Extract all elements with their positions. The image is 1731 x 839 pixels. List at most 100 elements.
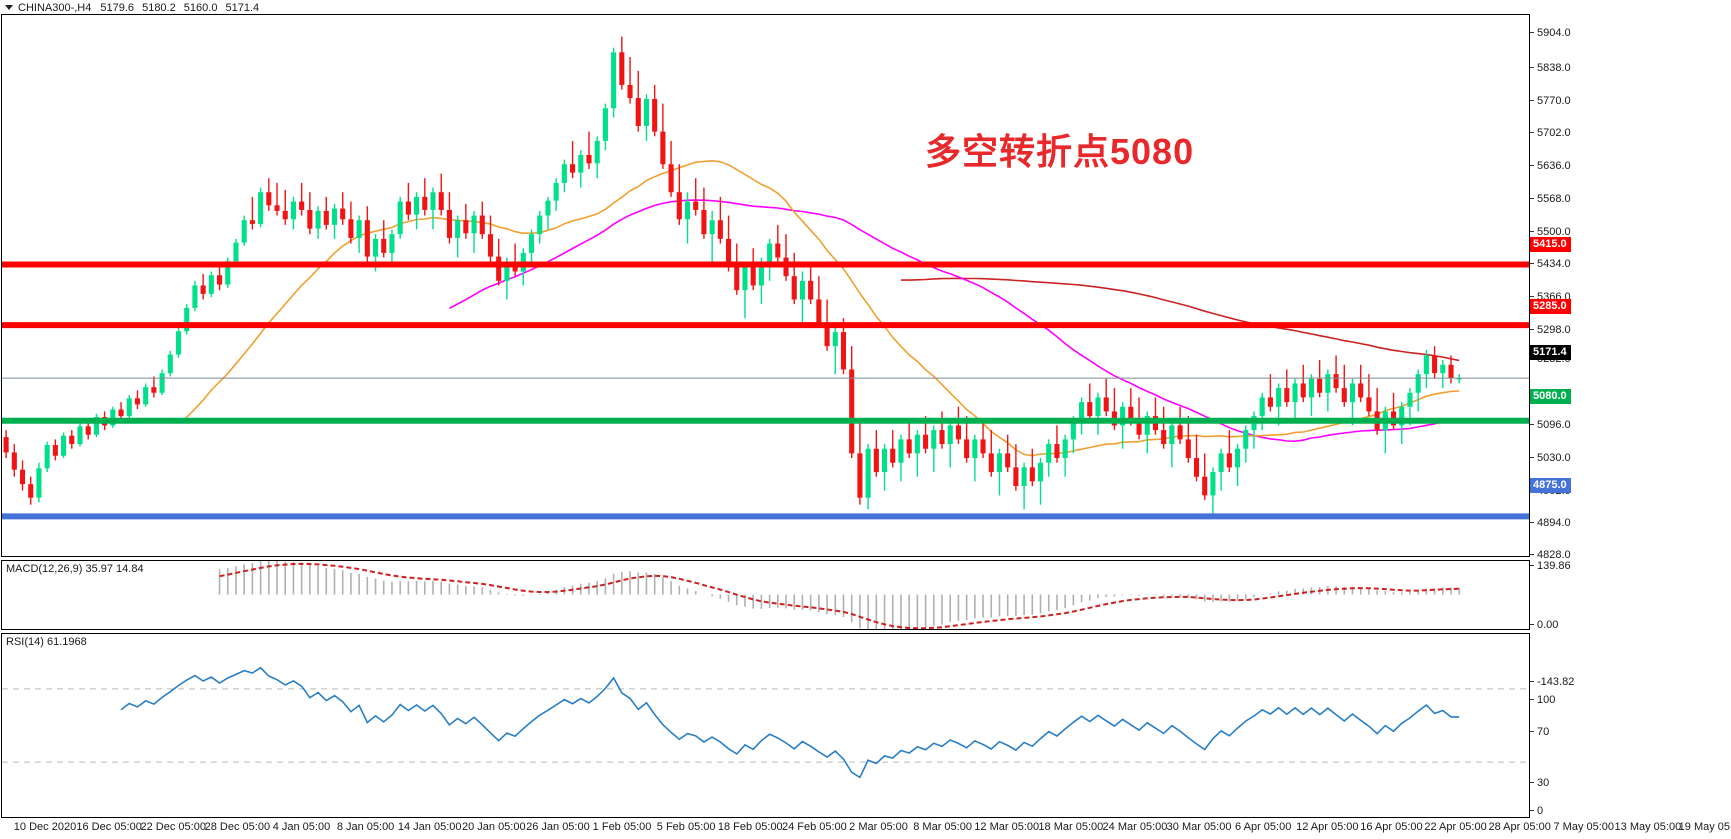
- tick-mark-icon: [1530, 731, 1534, 733]
- tick-label: 5904.0: [1537, 27, 1571, 40]
- rsi-plot: [2, 666, 1529, 779]
- tick-mark-icon: [1530, 810, 1534, 812]
- price-tick: 5096.0: [1530, 419, 1571, 431]
- tick-label: 5568.0: [1537, 193, 1571, 206]
- tick-mark-icon: [1530, 165, 1534, 167]
- tick-mark-icon: [1530, 681, 1534, 683]
- tick-mark-icon: [1530, 132, 1534, 134]
- support-tag-5080[interactable]: 5080.0: [1530, 389, 1571, 404]
- tick-mark-icon: [1530, 231, 1534, 233]
- time-axis-label: 28 Dec 05:00: [204, 821, 271, 833]
- tick-label: 70: [1537, 726, 1550, 739]
- time-axis-label: 12 Apr 05:00: [1296, 821, 1359, 833]
- price-tick: 5434.0: [1530, 258, 1571, 270]
- tick-mark-icon: [1530, 67, 1534, 69]
- macd-pane[interactable]: MACD(12,26,9) 35.97 14.84: [1, 560, 1530, 630]
- tick-label: 0: [1537, 805, 1544, 818]
- current-price-tag[interactable]: 5171.4: [1530, 345, 1571, 360]
- tick-mark-icon: [1530, 699, 1534, 701]
- rsi-pane[interactable]: RSI(14) 61.1968: [1, 633, 1530, 818]
- tick-mark-icon: [1530, 424, 1534, 426]
- price-pane[interactable]: [1, 14, 1530, 557]
- tick-mark-icon: [1530, 554, 1534, 556]
- ohlc-values: 5179.6 5180.2 5160.0 5171.4: [100, 2, 264, 14]
- tick-label: 5838.0: [1537, 62, 1571, 75]
- tick-label: 5770.0: [1537, 95, 1571, 108]
- tick-mark-icon: [1530, 263, 1534, 265]
- time-axis-label: 19 May 05:00: [1678, 821, 1731, 833]
- time-axis-label: 8 Jan 05:00: [336, 821, 395, 833]
- tick-label: 100: [1537, 694, 1556, 707]
- tick-label: 5298.0: [1537, 324, 1571, 337]
- time-axis-label: 14 Jan 05:00: [397, 821, 462, 833]
- time-axis-label: 26 Jan 05:00: [526, 821, 590, 833]
- tick-mark-icon: [1530, 296, 1534, 298]
- time-axis-label: 12 Mar 05:00: [974, 821, 1040, 833]
- tick-mark-icon: [1530, 565, 1534, 567]
- tick-label: 30: [1537, 777, 1550, 790]
- price-plot[interactable]: [2, 15, 1529, 556]
- tick-mark-icon: [1530, 782, 1534, 784]
- tick-label: 4894.0: [1537, 517, 1571, 530]
- time-axis-label: 24 Mar 05:00: [1102, 821, 1168, 833]
- rsi-tick: 100: [1530, 694, 1555, 706]
- tick-mark-icon: [1530, 329, 1534, 331]
- time-scale-axis[interactable]: 10 Dec 2020 16 Dec 05:00 22 Dec 05:00 28 De…: [0, 819, 1731, 839]
- price-tick: 5770.0: [1530, 95, 1571, 107]
- tick-label: -143.82: [1537, 676, 1575, 689]
- macd-label: MACD(12,26,9) 35.97 14.84: [6, 563, 144, 575]
- price-tick: 4894.0: [1530, 517, 1571, 529]
- time-axis-label: 13 May 05:00: [1614, 821, 1682, 833]
- price-tick: 5702.0: [1530, 127, 1571, 139]
- macd-plot: [218, 561, 1461, 629]
- time-axis-label: 7 May 05:00: [1553, 821, 1615, 833]
- tick-label: 139.86: [1537, 560, 1571, 573]
- rsi-tick: 30: [1530, 777, 1549, 789]
- time-axis-label: 30 Mar 05:00: [1166, 821, 1232, 833]
- price-tick: 5298.0: [1530, 324, 1571, 336]
- symbol-info-bar[interactable]: CHINA300-,H4 5179.6 5180.2 5160.0 5171.4: [0, 0, 1731, 15]
- time-axis-label: 18 Feb 05:00: [717, 821, 783, 833]
- time-axis-label: 24 Feb 05:00: [781, 821, 847, 833]
- resistance-tag-5415[interactable]: 5415.0: [1530, 237, 1571, 252]
- time-axis-label: 8 Mar 05:00: [913, 821, 972, 833]
- tick-label: 0.00: [1537, 619, 1559, 632]
- price-tick: 4828.0: [1530, 549, 1571, 561]
- tick-label: 5434.0: [1537, 258, 1571, 271]
- tick-mark-icon: [1530, 624, 1534, 626]
- tick-label: 4828.0: [1537, 549, 1571, 562]
- tick-label: 5702.0: [1537, 127, 1571, 140]
- time-axis-label: 10 Dec 2020: [13, 821, 77, 833]
- symbol-label: CHINA300-,H4: [18, 1, 92, 14]
- tick-mark-icon: [1530, 457, 1534, 459]
- time-axis-label: 4 Jan 05:00: [272, 821, 331, 833]
- rsi-tick: 0: [1530, 805, 1543, 817]
- price-tick: 5838.0: [1530, 62, 1571, 74]
- price-tick: 5636.0: [1530, 160, 1571, 172]
- support-tag-4875[interactable]: 4875.0: [1530, 478, 1571, 493]
- macd-tick: -143.82: [1530, 676, 1574, 688]
- time-axis-label: 1 Feb 05:00: [592, 821, 652, 833]
- open-value: 5179.6: [100, 1, 135, 14]
- time-axis-label: 20 Jan 05:00: [461, 821, 526, 833]
- price-scale-axis[interactable]: 5904.0 5838.0 5770.0 5702.0 5636.0 5568.0 5500…: [1530, 14, 1731, 818]
- time-axis-label: 16 Apr 05:00: [1360, 821, 1423, 833]
- low-value: 5160.0: [183, 1, 218, 14]
- tick-label: 5636.0: [1537, 160, 1571, 173]
- resistance-tag-5285[interactable]: 5285.0: [1530, 299, 1571, 314]
- time-axis-label: 18 Mar 05:00: [1038, 821, 1104, 833]
- tick-label: 5096.0: [1537, 419, 1571, 432]
- time-axis-label: 2 Mar 05:00: [849, 821, 908, 833]
- time-axis-label: 6 Apr 05:00: [1235, 821, 1292, 833]
- rsi-tick: 70: [1530, 726, 1549, 738]
- rsi-label: RSI(14) 61.1968: [6, 636, 87, 648]
- tick-mark-icon: [1530, 100, 1534, 102]
- tick-mark-icon: [1530, 198, 1534, 200]
- price-tick: 5568.0: [1530, 193, 1571, 205]
- time-axis-label: 22 Apr 05:00: [1424, 821, 1487, 833]
- tick-label: 5500.0: [1537, 226, 1571, 239]
- chevron-down-icon[interactable]: [5, 5, 13, 10]
- price-tick: 5500.0: [1530, 226, 1571, 238]
- time-axis-label: 16 Dec 05:00: [76, 821, 142, 833]
